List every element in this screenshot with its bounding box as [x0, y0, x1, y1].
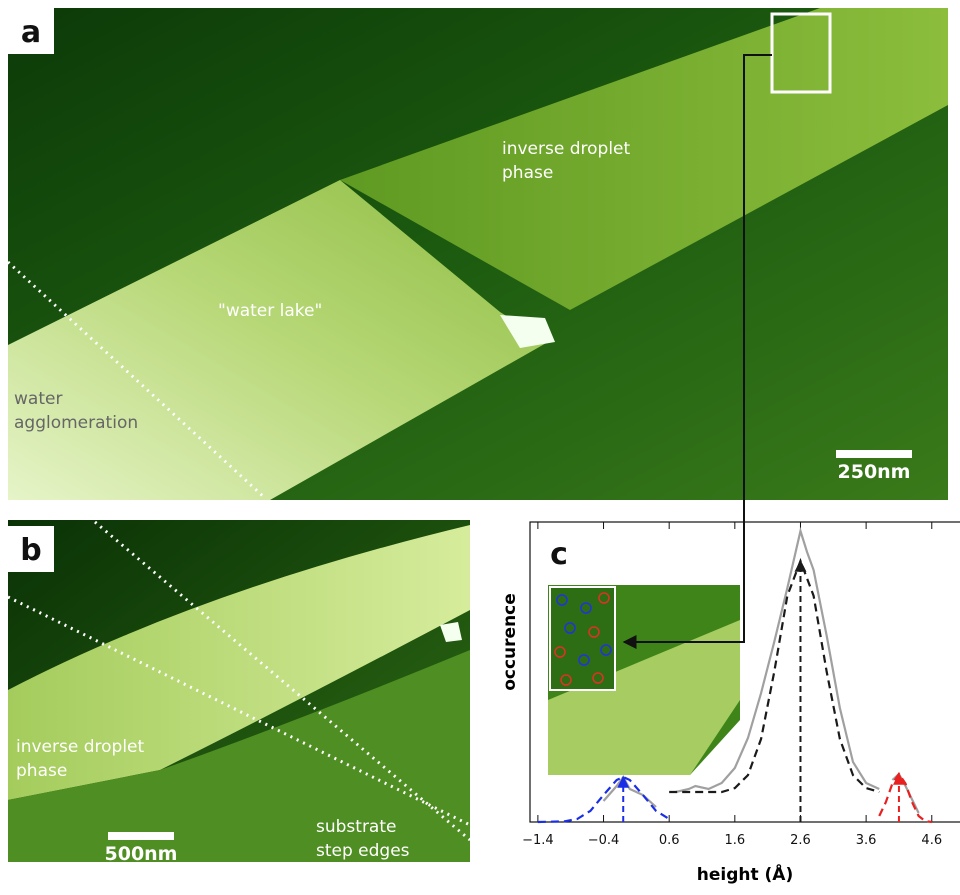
panel-a: a inverse droplet phase "water lake" wat…: [8, 8, 948, 500]
inset-image: [548, 585, 740, 775]
annotation: step edges: [316, 841, 410, 861]
annotation: phase: [16, 761, 67, 781]
annotation: substrate: [316, 817, 396, 837]
x-axis-label: height (Å): [697, 862, 793, 885]
page: a inverse droplet phase "water lake" wat…: [0, 0, 960, 891]
scale-label: 500nm: [105, 843, 178, 865]
y-axis-label: occurence: [500, 593, 520, 691]
x-tick-label: 1.6: [724, 833, 745, 848]
annotation: "water lake": [218, 301, 322, 321]
panel-label: c: [550, 537, 568, 572]
figure: a inverse droplet phase "water lake" wat…: [0, 0, 960, 891]
x-tick-label: 0.6: [659, 833, 680, 848]
panel-label: a: [21, 15, 41, 50]
annotation: inverse droplet: [16, 737, 145, 757]
scale-bar: [836, 450, 912, 458]
x-tick-label: 3.6: [856, 833, 877, 848]
annotation: phase: [502, 163, 553, 183]
annotation: water: [14, 389, 62, 409]
annotation: inverse droplet: [502, 139, 631, 159]
annotation: agglomeration: [14, 413, 138, 433]
x-tick-label: −1.4: [522, 833, 554, 848]
panel-b: b inverse droplet phase substrate step e…: [8, 520, 470, 865]
scale-bar: [108, 832, 174, 840]
x-tick-label: −0.4: [588, 833, 620, 848]
x-tick-label: 4.6: [921, 833, 942, 848]
x-tick-label: 2.6: [790, 833, 811, 848]
panel-label: b: [20, 533, 41, 568]
scale-label: 250nm: [838, 461, 911, 483]
